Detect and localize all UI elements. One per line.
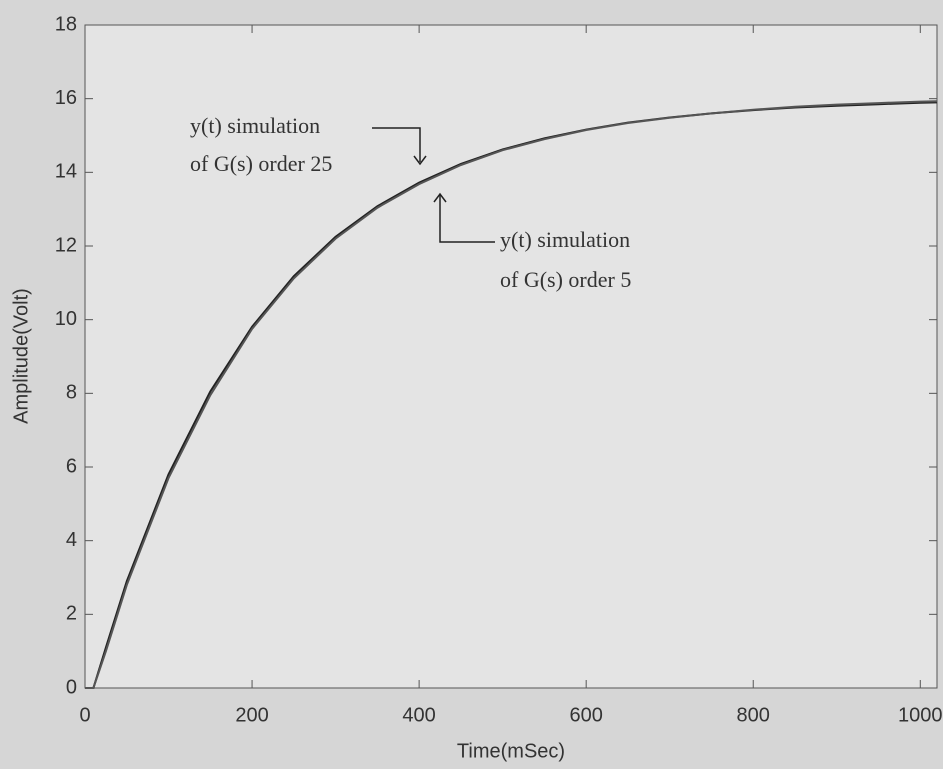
y-tick-label: 6 xyxy=(66,455,77,477)
y-tick-label: 2 xyxy=(66,603,77,625)
x-tick-label: 800 xyxy=(737,704,770,726)
y-tick-label: 4 xyxy=(66,529,77,551)
annotation: y(t) simulation xyxy=(500,227,630,252)
plot-area xyxy=(84,24,938,689)
x-tick-label: 400 xyxy=(402,704,435,726)
x-tick-label: 600 xyxy=(569,704,602,726)
y-tick-label: 0 xyxy=(66,676,77,698)
x-axis-label: Time(mSec) xyxy=(457,740,565,762)
annotation-arrows xyxy=(372,127,495,243)
y-tick-label: 10 xyxy=(55,308,77,330)
y-tick-label: 18 xyxy=(55,13,77,35)
y-tick-label: 8 xyxy=(66,382,77,404)
y-tick-label: 16 xyxy=(55,87,77,109)
y-tick-label: 12 xyxy=(55,234,77,256)
y-tick-label: 14 xyxy=(55,161,77,183)
series-line xyxy=(85,100,938,689)
x-tick-label: 1000 xyxy=(898,704,943,726)
x-tick-label: 0 xyxy=(79,704,90,726)
x-tick-label: 200 xyxy=(235,704,268,726)
annotation: y(t) simulation xyxy=(190,113,320,138)
y-axis-label: Amplitude(Volt) xyxy=(10,288,32,424)
annotation: of G(s) order 25 xyxy=(190,151,332,176)
annotation: of G(s) order 5 xyxy=(500,267,631,292)
